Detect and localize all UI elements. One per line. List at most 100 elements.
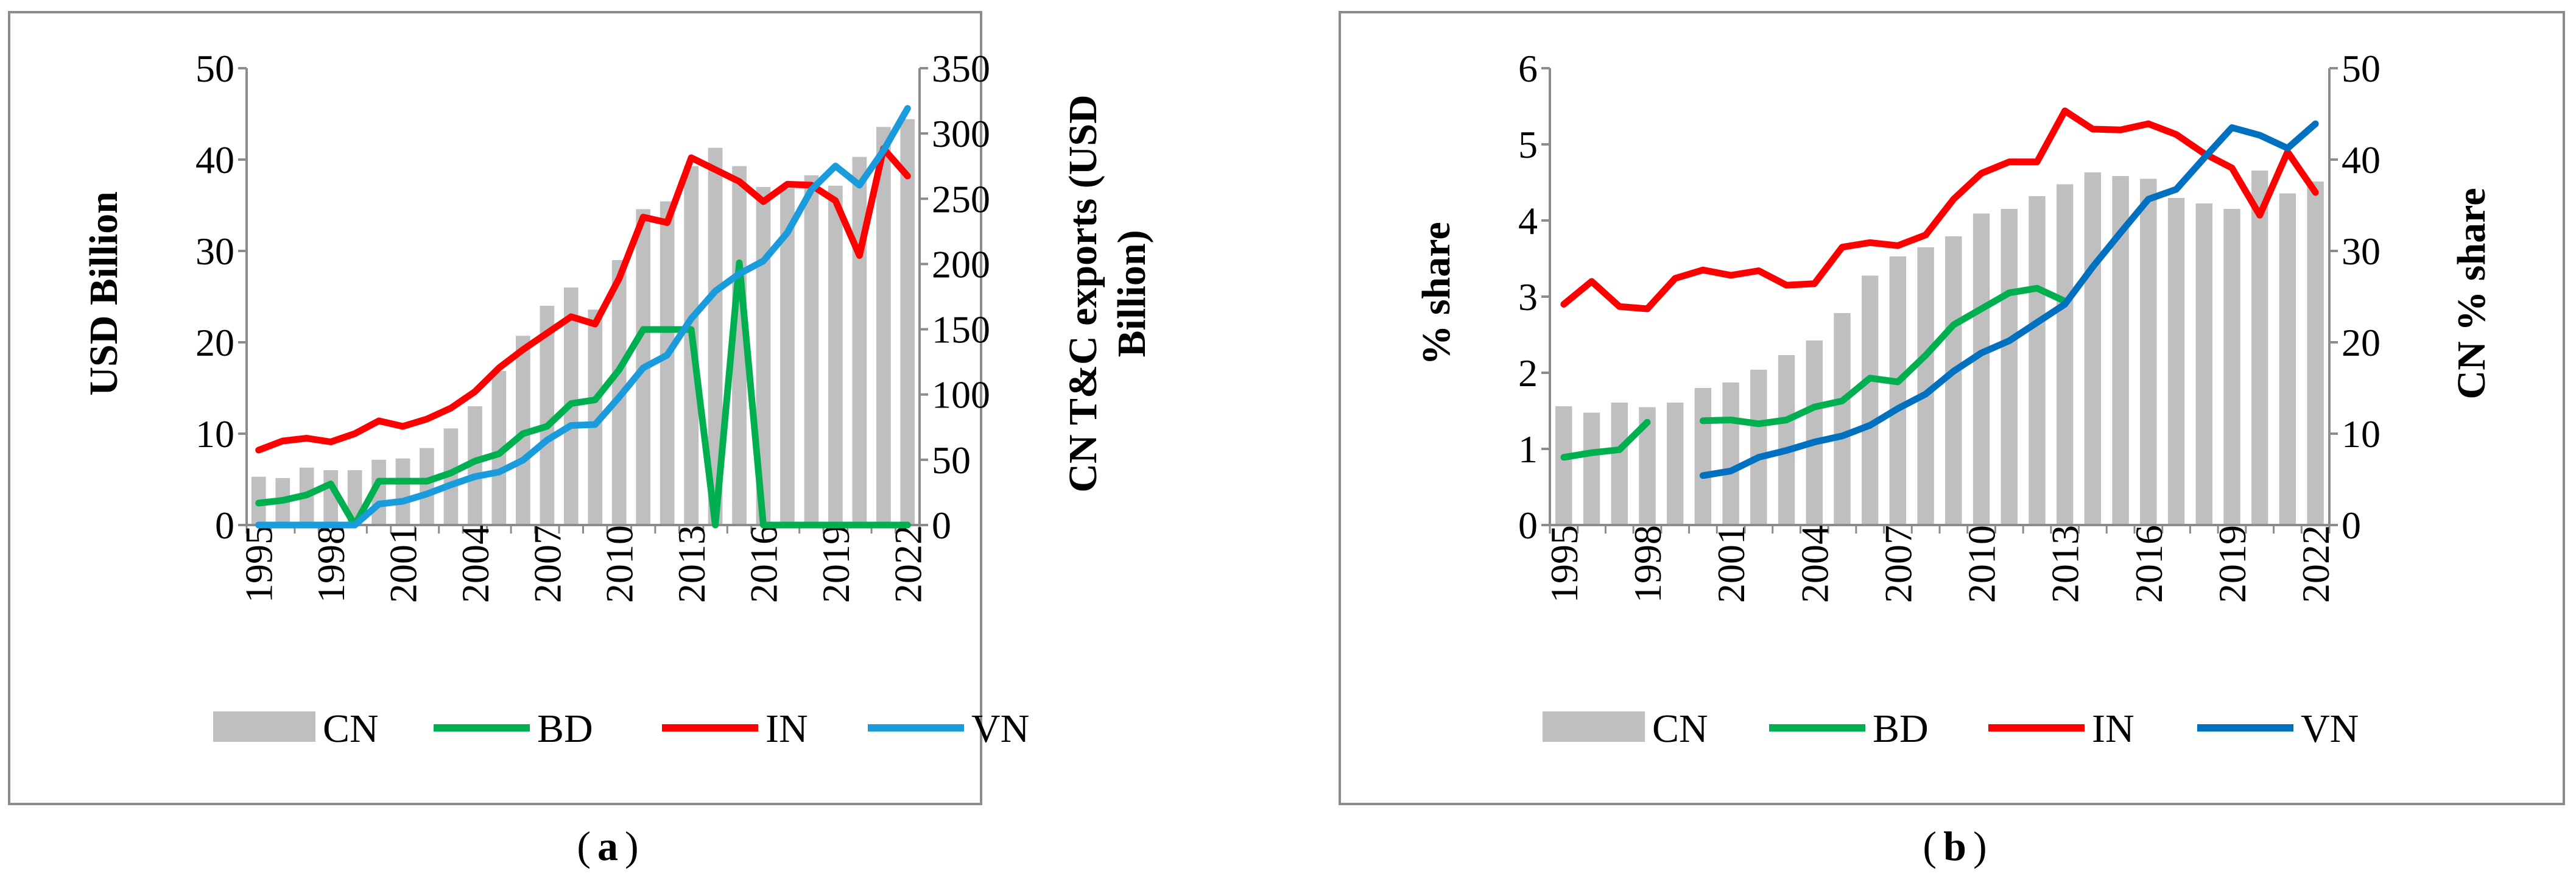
tick-label-b-left-6: 6 xyxy=(1518,47,1538,90)
tick-label-a-right-0: 0 xyxy=(932,504,951,547)
tick-label-b-x-1998: 1998 xyxy=(1626,525,1669,603)
bar-a-cn-2016 xyxy=(756,187,771,525)
legend-b-vn-label: VN xyxy=(2301,707,2359,751)
tick-label-a-x-2004: 2004 xyxy=(454,525,497,603)
bar-b-cn-2012 xyxy=(2029,196,2046,525)
bar-b-cn-2004 xyxy=(1806,340,1823,525)
line-a-bd xyxy=(255,259,911,529)
tick-label-b-left-1: 1 xyxy=(1518,428,1538,471)
tick-label-a-right-300: 300 xyxy=(932,112,990,155)
tick-label-a-x-2019: 2019 xyxy=(814,525,857,603)
bar-a-cn-2018 xyxy=(804,175,819,525)
caption-b: ( b ) xyxy=(1923,823,1987,869)
line-b-bd xyxy=(1560,284,2069,461)
legend-a-vn-label: VN xyxy=(971,707,1029,751)
chart-b-left-axis-title: % share xyxy=(1414,222,1459,365)
bar-a-cn-2012 xyxy=(660,201,675,526)
chart-panel-a: 0 10 20 30 40 50 0 50 100 150 200 250 300 350 1995 1998… xyxy=(8,11,1154,805)
bar-b-cn-2014 xyxy=(2084,172,2102,525)
tick-label-a-x-2013: 2013 xyxy=(670,525,713,603)
tick-label-b-x-2007: 2007 xyxy=(1876,525,1920,603)
tick-label-a-x-2010: 2010 xyxy=(598,525,641,603)
legend-a-cn-label: CN xyxy=(323,707,379,751)
bar-b-cn-2009 xyxy=(1945,236,1962,525)
bar-b-cn-2002 xyxy=(1750,370,1767,525)
tick-label-a-left-30: 30 xyxy=(195,230,234,273)
chart-a-left-axis-title: USD Billion xyxy=(82,191,126,396)
tick-label-b-left-3: 3 xyxy=(1518,275,1538,319)
tick-label-b-right-40: 40 xyxy=(2342,138,2381,182)
bar-a-cn-2007 xyxy=(540,306,555,525)
bar-a-cn-1999 xyxy=(347,470,362,525)
legend-b-cn-label: CN xyxy=(1652,707,1708,751)
tick-label-a-x-2001: 2001 xyxy=(382,525,425,603)
caption-b-close: ) xyxy=(1973,823,1987,869)
bar-a-cn-2003 xyxy=(443,428,459,525)
caption-b-open: ( xyxy=(1923,823,1937,869)
tick-label-b-right-20: 20 xyxy=(2342,321,2381,364)
caption-a: ( a ) xyxy=(577,823,638,869)
tick-label-b-left-0: 0 xyxy=(1518,504,1538,547)
tick-label-b-x-2022: 2022 xyxy=(2294,525,2337,603)
tick-label-b-left-4: 4 xyxy=(1518,199,1538,242)
tick-label-a-left-20: 20 xyxy=(195,321,234,364)
caption-a-close: ) xyxy=(625,823,639,869)
caption-a-letter: a xyxy=(597,823,618,869)
tick-label-a-left-50: 50 xyxy=(195,47,234,90)
tick-label-b-x-2010: 2010 xyxy=(1960,525,2004,603)
tick-label-a-left-10: 10 xyxy=(195,412,234,456)
bar-b-cn-2006 xyxy=(1862,275,1879,525)
bar-b-cn-1997 xyxy=(1611,403,1628,525)
tick-label-b-x-2016: 2016 xyxy=(2127,525,2170,603)
line-a-vn xyxy=(255,105,911,529)
bar-b-cn-2013 xyxy=(2057,184,2074,525)
bar-a-cn-2020 xyxy=(852,157,867,525)
legend-a-in-label: IN xyxy=(765,707,808,751)
legend-a-bd-label: BD xyxy=(537,707,593,751)
chart-b-legend: CN BD IN VN xyxy=(1543,707,2359,751)
tick-label-b-right-30: 30 xyxy=(2342,230,2381,273)
caption-b-letter: b xyxy=(1943,823,1966,869)
tick-label-a-x-1998: 1998 xyxy=(309,525,353,603)
bar-a-cn-2005 xyxy=(491,371,507,525)
chart-a-legend: CN BD IN VN xyxy=(213,707,1029,751)
tick-label-a-x-1995: 1995 xyxy=(238,525,281,603)
tick-label-a-right-350: 350 xyxy=(932,47,990,90)
bar-b-cn-2001 xyxy=(1722,383,1739,525)
bar-b-cn-2000 xyxy=(1694,388,1712,525)
tick-label-b-right-0: 0 xyxy=(2342,504,2361,547)
tick-label-a-x-2016: 2016 xyxy=(742,525,785,603)
bar-a-cn-2009 xyxy=(588,309,603,525)
bar-b-cn-2005 xyxy=(1834,313,1851,525)
bar-a-cn-2002 xyxy=(420,448,434,525)
chart-panel-b: 0 1 2 3 4 5 6 0 10 20 30 40 50 1995 1998 2001 2004 2007 20… xyxy=(1339,11,2565,805)
bar-b-cn-2018 xyxy=(2195,203,2212,525)
bar-a-cn-2022 xyxy=(900,119,915,526)
chart-a-right-axis-title-line2: Billion) xyxy=(1110,230,1154,357)
tick-label-b-x-2001: 2001 xyxy=(1709,525,1753,603)
bar-a-cn-2001 xyxy=(395,458,410,525)
bar-b-cn-2011 xyxy=(2001,209,2018,525)
bar-b-cn-2021 xyxy=(2279,193,2296,525)
tick-label-b-left-5: 5 xyxy=(1518,123,1538,166)
tick-label-a-right-200: 200 xyxy=(932,242,990,286)
line-b-vn xyxy=(1699,120,2319,479)
bar-b-cn-1995 xyxy=(1555,406,1572,525)
bar-a-cn-2017 xyxy=(780,188,795,526)
legend-b-cn-swatch xyxy=(1543,711,1645,742)
bar-b-cn-2003 xyxy=(1778,355,1795,525)
line-a-in xyxy=(255,145,911,454)
tick-label-a-right-150: 150 xyxy=(932,308,990,351)
bar-b-cn-2007 xyxy=(1889,256,1907,525)
tick-label-b-left-2: 2 xyxy=(1518,351,1538,395)
legend-b-bd-label: BD xyxy=(1873,707,1929,751)
bar-b-cn-2010 xyxy=(1972,213,1990,525)
tick-label-a-right-250: 250 xyxy=(932,177,990,220)
bar-a-cn-2004 xyxy=(468,406,482,525)
bar-b-cn-2020 xyxy=(2251,171,2268,525)
bar-b-cn-2017 xyxy=(2167,198,2185,525)
chart-a-right-axis-title-line1: CN T&C exports (USD xyxy=(1061,94,1105,492)
chart-a-plot-area: 0 10 20 30 40 50 0 50 100 150 200 250 300 350 1995 1998… xyxy=(195,47,990,603)
bar-a-cn-2019 xyxy=(828,185,843,525)
